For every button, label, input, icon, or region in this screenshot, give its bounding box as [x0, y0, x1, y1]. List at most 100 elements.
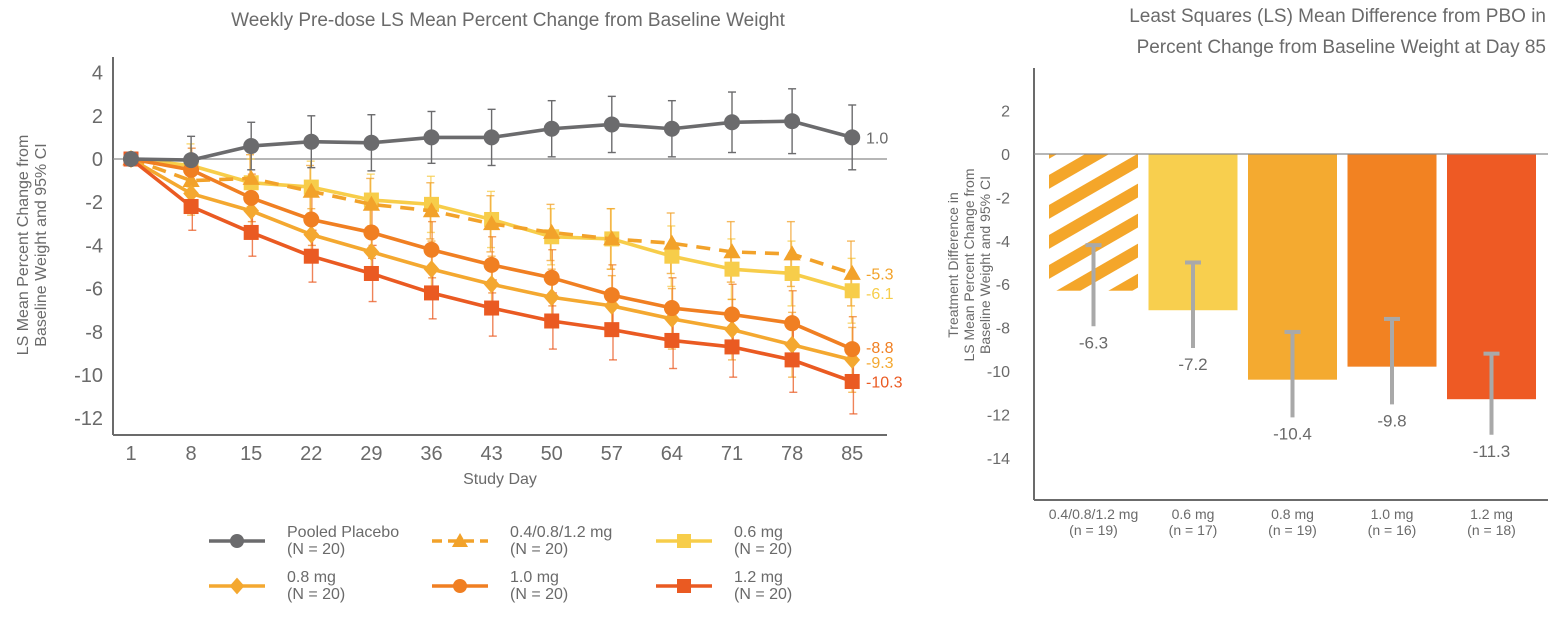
- bar-chart-title-line-2: Percent Change from Baseline Weight at D…: [1137, 37, 1546, 58]
- x-category-n-label: (n = 18): [1467, 522, 1516, 538]
- line-chart-x-axis-label: Study Day: [463, 471, 537, 488]
- end-value-label: 1.0: [866, 130, 888, 147]
- x-category-n-label: (n = 17): [1169, 522, 1218, 538]
- data-point-circle-marker: [724, 114, 740, 131]
- bar-chart-axes: [1033, 68, 1548, 501]
- end-value-label: -6.1: [866, 286, 894, 303]
- y-tick-label: 2: [1001, 104, 1010, 121]
- bar-chart-y-label-line-2: LS Mean Percent Change from: [961, 169, 977, 362]
- bar-chart-bars: -6.3 -7.2 -10.4 -9.8 -11.3: [1049, 154, 1536, 461]
- data-point-triangle-marker: [783, 245, 801, 261]
- x-tick-label: 1: [125, 443, 136, 465]
- line-chart-axes: [112, 57, 887, 436]
- data-point-square-marker: [544, 313, 560, 329]
- data-point-circle-marker: [423, 241, 440, 258]
- data-point-circle-marker: [663, 120, 680, 137]
- y-tick-label: -8: [85, 322, 103, 344]
- x-category-n-label: (n = 19): [1069, 522, 1118, 538]
- data-point-circle-marker: [603, 116, 620, 133]
- bar-chart-x-ticks: 0.4/0.8/1.2 mg(n = 19)0.6 mg(n = 17)0.8 …: [1049, 506, 1516, 538]
- data-point-square-marker: [484, 300, 500, 316]
- y-tick-label: 2: [92, 106, 103, 128]
- data-point-triangle-marker: [242, 169, 260, 185]
- bar-value-label: -10.4: [1273, 424, 1312, 443]
- data-point-square-marker: [303, 248, 319, 264]
- x-tick-label: 57: [601, 443, 623, 465]
- bar-chart-y-ticks: 2 0 -2 -4 -6 -8 -10 -12 -14: [987, 104, 1010, 468]
- data-point-square-marker: [664, 332, 680, 348]
- x-tick-label: 29: [360, 443, 382, 465]
- bar-chart-y-label-line-3: Baseline Weight and 95% CI: [977, 176, 993, 354]
- data-point-diamond-marker: [363, 242, 380, 261]
- data-point-square-marker: [784, 265, 800, 281]
- data-point-diamond-marker: [784, 335, 800, 354]
- data-point-triangle-marker: [482, 215, 501, 231]
- data-point-circle-marker: [423, 129, 440, 146]
- bar-group: -9.8: [1347, 154, 1437, 430]
- x-tick-label: 78: [781, 443, 803, 465]
- data-point-triangle-marker: [663, 234, 681, 250]
- data-point-circle-marker: [543, 120, 560, 137]
- error-bars-1-0-mg: [187, 147, 857, 383]
- bar-group: -10.4: [1248, 154, 1337, 443]
- data-point-circle-marker: [663, 300, 680, 317]
- data-point-circle-marker: [784, 315, 801, 332]
- series-lines-group: [122, 113, 861, 389]
- data-point-circle-marker: [363, 224, 380, 241]
- data-point-circle-marker: [844, 129, 861, 146]
- end-value-label: -10.3: [866, 374, 903, 391]
- end-value-label: -9.3: [866, 355, 894, 372]
- x-tick-label: 8: [186, 443, 197, 465]
- line-chart-series: [122, 88, 861, 415]
- y-tick-label: -6: [996, 277, 1010, 294]
- data-point-circle-marker: [243, 189, 260, 206]
- x-tick-label: 85: [841, 443, 863, 465]
- bar-value-label: -9.8: [1377, 411, 1406, 430]
- end-value-label: -8.8: [866, 340, 894, 357]
- error-bars-0-4-0-8-1-2-mg: [185, 153, 855, 307]
- bar-group: -11.3: [1447, 154, 1536, 461]
- data-point-square-marker: [243, 224, 259, 240]
- data-point-diamond-marker: [724, 320, 740, 339]
- error-bars-0-6-mg: [186, 143, 856, 324]
- data-point-circle-marker: [483, 129, 500, 146]
- data-point-circle-marker: [603, 287, 620, 304]
- data-point-circle-marker: [123, 151, 139, 167]
- error-bars-pooled-placebo: [187, 88, 857, 185]
- data-point-circle-marker: [844, 341, 861, 358]
- data-point-triangle-marker: [362, 195, 381, 211]
- y-tick-label: -4: [85, 235, 103, 257]
- error-bars-0-8-mg: [187, 171, 857, 393]
- y-tick-label: -6: [85, 279, 103, 301]
- y-tick-label: -10: [74, 365, 103, 387]
- data-point-circle-marker: [183, 152, 200, 169]
- data-point-triangle-marker: [422, 202, 441, 218]
- y-tick-label: -4: [996, 234, 1010, 251]
- series-pooled-placebo: [123, 113, 861, 169]
- x-tick-label: 43: [480, 443, 502, 465]
- x-category-label: 0.6 mg: [1172, 506, 1215, 522]
- bar-group: -7.2: [1148, 154, 1238, 374]
- line-chart-y-axis-label: LS Mean Percent Change from Baseline Wei…: [15, 135, 50, 356]
- series-1-2-mg: [123, 151, 860, 389]
- data-point-square-marker: [664, 248, 680, 264]
- data-point-diamond-marker: [483, 275, 500, 294]
- y-tick-label: -8: [996, 321, 1010, 338]
- data-point-circle-marker: [303, 133, 320, 150]
- y-tick-label: -12: [987, 407, 1010, 424]
- x-category-label: 0.8 mg: [1271, 506, 1314, 522]
- data-point-triangle-marker: [182, 171, 200, 187]
- y-tick-label: 4: [92, 63, 103, 85]
- line-chart-x-ticks: 1 8 15 22 29 36 43 50 57 64 71 78 85: [125, 443, 863, 465]
- x-category-n-label: (n = 19): [1268, 522, 1317, 538]
- data-point-triangle-marker: [543, 223, 561, 239]
- data-point-circle-marker: [363, 134, 380, 151]
- bar-chart-title-line-1: Least Squares (LS) Mean Difference from …: [1129, 6, 1546, 27]
- data-point-triangle-marker: [603, 230, 621, 246]
- line-chart: Weekly Pre-dose LS Mean Percent Change f…: [15, 10, 903, 488]
- x-tick-label: 71: [721, 443, 743, 465]
- data-point-square-marker: [784, 352, 800, 368]
- y-tick-label: -10: [987, 364, 1010, 381]
- x-tick-label: 64: [661, 443, 683, 465]
